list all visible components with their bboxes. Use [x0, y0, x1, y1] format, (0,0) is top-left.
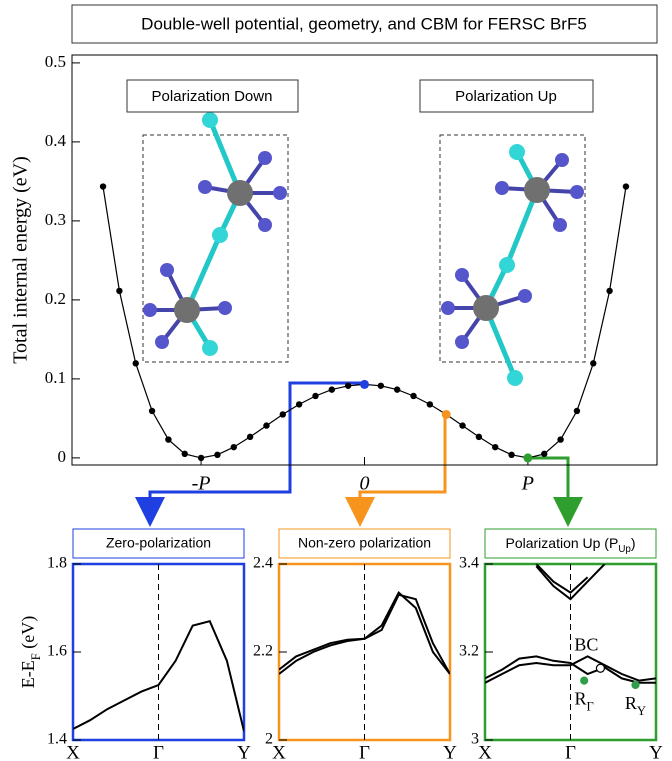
data-point — [312, 393, 318, 399]
annotation-point — [581, 677, 588, 684]
x-tick-label: X — [478, 742, 492, 761]
data-point — [116, 288, 122, 294]
annotation-label: RΓ — [575, 689, 594, 714]
y-axis-label-part: E-E — [18, 660, 38, 688]
data-point — [214, 452, 220, 458]
inset-label: Polarization Up — [455, 88, 557, 105]
x-tick-label: Γ — [359, 742, 370, 761]
annotation-label: BC — [574, 634, 598, 654]
y-axis-label: E-EF (eV) — [18, 616, 43, 688]
annotation-label-part: R — [575, 689, 587, 709]
data-line — [103, 187, 626, 458]
y-tick-label: 0.1 — [45, 368, 66, 387]
data-point — [459, 422, 465, 428]
annotation-point — [632, 682, 639, 689]
annotation-label-part: Y — [637, 704, 646, 718]
molecule-inset-down — [143, 112, 288, 362]
panel-title-part: Polarization Up (P — [505, 535, 618, 551]
panel-title: Non-zero polarization — [298, 535, 431, 551]
data-point — [492, 444, 498, 450]
annotation-label-part: Γ — [587, 699, 594, 713]
highlight-point — [442, 410, 451, 419]
x-tick-label: P — [521, 473, 534, 495]
y-tick-label: 2.4 — [253, 555, 273, 572]
data-point — [410, 393, 416, 399]
data-point — [378, 383, 384, 389]
panel-title-part: Up — [618, 544, 631, 555]
y-tick-label: 3.2 — [459, 643, 479, 660]
data-point — [606, 288, 612, 294]
annotation-label: RY — [625, 693, 646, 718]
molecule-inset-up — [440, 135, 585, 386]
data-point — [508, 452, 514, 458]
highlight-point — [523, 453, 532, 462]
data-point — [100, 183, 106, 189]
y-tick-label: 0.3 — [45, 210, 66, 229]
annotation-label-part: R — [625, 693, 637, 713]
x-tick-label: X — [66, 742, 80, 761]
data-point — [280, 411, 286, 417]
plot-frame — [485, 564, 656, 740]
page: {"chart_data": [ {"type": "line", "title… — [0, 0, 672, 761]
connector-arrow — [150, 383, 363, 512]
x-tick-label: -P — [192, 473, 211, 495]
y-axis-label: Total internal energy (eV) — [10, 156, 32, 364]
inset-label: Polarization Down — [152, 88, 273, 105]
data-point — [165, 436, 171, 442]
data-point — [231, 444, 237, 450]
chart-title: Double-well potential, geometry, and CBM… — [141, 14, 587, 33]
data-point — [574, 408, 580, 414]
x-tick-label: 0 — [360, 473, 370, 495]
y-tick-label: 0 — [58, 447, 67, 466]
x-tick-label: Γ — [565, 742, 576, 761]
data-point — [557, 436, 563, 442]
data-point — [541, 451, 547, 457]
data-point — [329, 386, 335, 392]
data-point — [590, 360, 596, 366]
annotation-point — [596, 664, 604, 672]
data-point — [476, 434, 482, 440]
data-point — [198, 455, 204, 461]
data-point — [133, 360, 139, 366]
data-point — [263, 422, 269, 428]
y-tick-label: 0.4 — [45, 131, 67, 150]
data-point — [296, 401, 302, 407]
figure: Double-well potential, geometry, and CBM… — [0, 0, 672, 761]
y-tick-label: 3.4 — [459, 555, 479, 572]
x-tick-label: Y — [649, 742, 663, 761]
plot-frame — [279, 564, 450, 740]
panel-title-part: ) — [631, 535, 636, 551]
y-tick-label: 0.5 — [45, 52, 66, 71]
data-point — [427, 401, 433, 407]
y-tick-label: 1.6 — [47, 643, 67, 660]
y-axis-label-part: (eV) — [18, 616, 39, 653]
y-tick-label: 0.2 — [45, 289, 66, 308]
data-point — [149, 408, 155, 414]
data-point — [345, 383, 351, 389]
data-point — [623, 183, 629, 189]
data-point — [182, 451, 188, 457]
y-tick-label: 1.4 — [47, 731, 67, 748]
y-axis-label-part: F — [29, 653, 43, 660]
x-tick-label: Γ — [153, 742, 164, 761]
x-tick-label: X — [272, 742, 286, 761]
highlight-point — [360, 380, 369, 389]
y-tick-label: 1.8 — [47, 555, 67, 572]
y-tick-label: 2.2 — [253, 643, 273, 660]
data-point — [247, 434, 253, 440]
data-point — [394, 386, 400, 392]
x-tick-label: Y — [237, 742, 251, 761]
panel-title: Zero-polarization — [106, 535, 211, 551]
series-group — [485, 564, 656, 683]
x-tick-label: Y — [443, 742, 457, 761]
plot-frame — [72, 55, 657, 465]
